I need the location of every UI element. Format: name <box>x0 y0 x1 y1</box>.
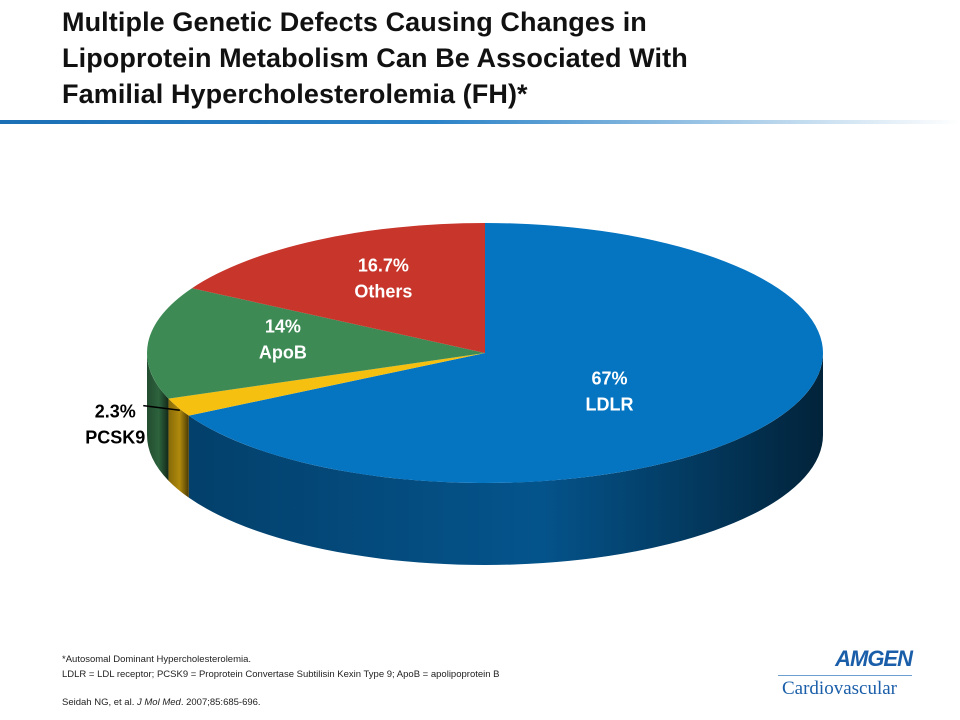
pie-side-apob <box>147 353 169 481</box>
pie-slice-apob <box>147 288 485 399</box>
pie-slice-ldlr <box>188 223 823 483</box>
title-line-2: Lipoprotein Metabolism Can Be Associated… <box>62 43 688 73</box>
slice-name-ldlr: LDLR <box>586 395 634 415</box>
ref-journal: J Mol Med <box>136 697 181 708</box>
slide-title: Multiple Genetic Defects Causing Changes… <box>62 4 922 112</box>
footnote-definition: *Autosomal Dominant Hypercholesterolemia… <box>62 654 252 665</box>
slice-name-pcsk9: PCSK9 <box>85 428 145 448</box>
footnotes: *Autosomal Dominant Hypercholesterolemia… <box>62 652 682 710</box>
logo-subtitle: Cardiovascular <box>782 678 898 699</box>
ref-authors: Seidah NG, et al. <box>62 697 137 708</box>
pie-top-faces <box>147 223 823 483</box>
pie-labels: 67% LDLR 2.3% PCSK9 14% ApoB 16.7% Others <box>85 255 633 447</box>
slice-name-apob: ApoB <box>259 343 307 363</box>
pie-side-ldlr <box>188 353 823 565</box>
logo-divider <box>778 675 912 676</box>
logo-wordmark: AMGEN <box>835 646 913 671</box>
slice-name-others: Others <box>354 281 412 301</box>
amgen-logo: AMGEN Cardiovascular <box>778 642 928 702</box>
slice-percent-apob: 14% <box>265 317 301 337</box>
title-underline <box>0 120 960 124</box>
title-line-1: Multiple Genetic Defects Causing Changes… <box>62 7 647 37</box>
slice-percent-ldlr: 67% <box>592 369 628 389</box>
footnote-abbreviations: LDLR = LDL receptor; PCSK9 = Proprotein … <box>62 669 500 680</box>
pie-slice-pcsk9 <box>168 353 485 416</box>
pie-side-pcsk9 <box>168 398 189 498</box>
slice-percent-pcsk9: 2.3% <box>95 402 136 422</box>
title-line-3: Familial Hypercholesterolemia (FH)* <box>62 79 528 109</box>
ref-details: . 2007;85:685-696. <box>180 697 261 708</box>
footnote-reference: Seidah NG, et al. J Mol Med. 2007;85:685… <box>62 695 682 710</box>
slice-percent-others: 16.7% <box>358 255 409 275</box>
pie-side-walls <box>147 353 823 565</box>
leader-line-pcsk9 <box>143 404 180 411</box>
pie-slice-others <box>191 223 485 353</box>
